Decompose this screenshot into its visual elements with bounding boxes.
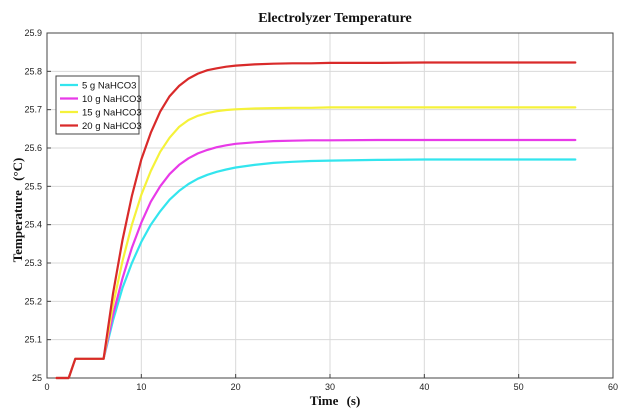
y-tick-label: 25.5 <box>24 181 42 191</box>
x-axis-label-text: Time <box>310 393 339 408</box>
x-tick-label: 30 <box>325 382 335 392</box>
y-tick-label: 25.1 <box>24 335 42 345</box>
legend-entry: 10 g NaHCO3 <box>82 94 142 105</box>
y-tick-label: 25.2 <box>24 296 42 306</box>
y-tick-label: 25.9 <box>24 28 42 38</box>
x-axis-label: Time (s) <box>310 393 361 408</box>
series-lines <box>55 61 577 380</box>
y-tick-label: 25 <box>32 373 42 383</box>
x-tick-label: 20 <box>231 382 241 392</box>
y-axis-label-text: Temperature <box>10 190 25 262</box>
axis-ticks: 0 10 20 30 40 50 60 25 25.1 25.2 25.3 25.4 25.5 25.6 2… <box>24 28 618 392</box>
x-tick-label: 60 <box>608 382 618 392</box>
legend: 5 g NaHCO3 10 g NaHCO3 15 g NaHCO3 20 g NaH… <box>55 75 142 135</box>
y-tick-label: 25.7 <box>24 105 42 115</box>
chart-title: Electrolyzer Temperature <box>258 11 412 26</box>
y-tick-label: 25.8 <box>24 66 42 76</box>
y-tick-label: 25.4 <box>24 220 42 230</box>
legend-entry: 20 g NaHCO3 <box>82 121 142 132</box>
series-line-4 <box>55 61 577 380</box>
y-axis-label-unit: (°C) <box>10 158 25 181</box>
x-tick-label: 0 <box>44 382 49 392</box>
y-tick-label: 25.3 <box>24 258 42 268</box>
x-tick-label: 50 <box>514 382 524 392</box>
legend-entry: 5 g NaHCO3 <box>82 81 136 92</box>
legend-entry: 15 g NaHCO3 <box>82 108 142 119</box>
x-axis-label-unit: (s) <box>347 393 361 408</box>
x-tick-label: 10 <box>136 382 146 392</box>
x-tick-label: 40 <box>419 382 429 392</box>
y-axis-label: Temperature (°C) <box>10 158 25 263</box>
y-tick-label: 25.6 <box>24 143 42 153</box>
